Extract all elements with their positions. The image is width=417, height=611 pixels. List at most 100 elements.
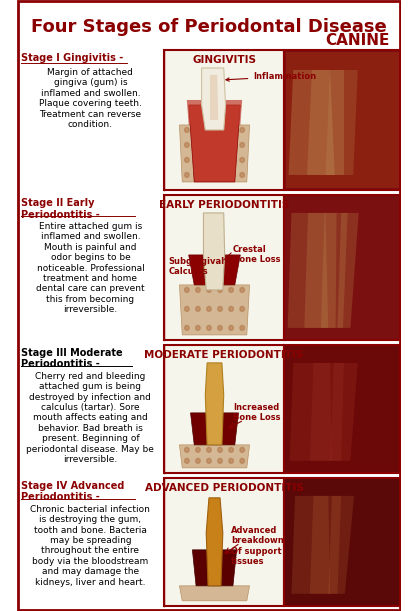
Circle shape <box>240 306 244 312</box>
Circle shape <box>207 287 211 293</box>
Circle shape <box>218 287 222 293</box>
Circle shape <box>207 458 211 463</box>
Text: Stage IV Advanced
Periodontitis -: Stage IV Advanced Periodontitis - <box>21 481 125 502</box>
Text: Margin of attached
gingiva (gum) is
inflamed and swollen.
Plaque covering teeth.: Margin of attached gingiva (gum) is infl… <box>39 68 142 129</box>
Polygon shape <box>203 250 213 273</box>
Circle shape <box>207 142 211 147</box>
Text: Entire attached gum is
inflamed and swollen.
Mouth is painful and
odor begins to: Entire attached gum is inflamed and swol… <box>36 222 145 314</box>
Polygon shape <box>304 213 337 328</box>
Circle shape <box>229 447 234 452</box>
Text: Increased
Bone Loss: Increased Bone Loss <box>233 403 281 422</box>
Bar <box>286 347 399 471</box>
Polygon shape <box>291 496 330 594</box>
Circle shape <box>240 158 244 163</box>
Bar <box>164 345 284 473</box>
Circle shape <box>229 158 234 163</box>
Bar <box>164 478 284 606</box>
Circle shape <box>218 326 222 331</box>
Bar <box>286 197 399 338</box>
Polygon shape <box>310 496 341 594</box>
Polygon shape <box>203 213 225 290</box>
Bar <box>284 345 401 473</box>
Circle shape <box>229 142 234 147</box>
Circle shape <box>185 287 189 293</box>
Text: Stage I Gingivitis -: Stage I Gingivitis - <box>21 53 123 63</box>
Circle shape <box>229 172 234 177</box>
Circle shape <box>196 128 200 133</box>
Text: MODERATE PERIODONTITIS: MODERATE PERIODONTITIS <box>144 350 304 360</box>
Polygon shape <box>179 445 249 468</box>
Polygon shape <box>191 413 239 445</box>
Circle shape <box>196 447 200 452</box>
Polygon shape <box>337 213 359 328</box>
Circle shape <box>218 306 222 312</box>
Circle shape <box>185 458 189 463</box>
Text: Stage III Moderate
Periodontitis -: Stage III Moderate Periodontitis - <box>21 348 123 370</box>
Circle shape <box>240 447 244 452</box>
Circle shape <box>240 172 244 177</box>
Polygon shape <box>206 498 223 586</box>
Polygon shape <box>179 586 249 601</box>
Circle shape <box>240 128 244 133</box>
Text: Advanced
breakdown
Of support
tissues: Advanced breakdown Of support tissues <box>231 526 284 566</box>
Circle shape <box>218 458 222 463</box>
Polygon shape <box>189 105 240 182</box>
Circle shape <box>196 458 200 463</box>
Polygon shape <box>307 70 344 175</box>
Circle shape <box>196 326 200 331</box>
Circle shape <box>207 128 211 133</box>
Text: Stage II Early
Periodontitis -: Stage II Early Periodontitis - <box>21 198 100 219</box>
Circle shape <box>185 306 189 312</box>
Text: Four Stages of Periodontal Disease: Four Stages of Periodontal Disease <box>30 18 386 36</box>
Polygon shape <box>310 363 344 461</box>
Bar <box>164 50 284 190</box>
Circle shape <box>207 158 211 163</box>
Polygon shape <box>192 550 236 586</box>
Circle shape <box>196 142 200 147</box>
Text: EARLY PERIODONTITIS: EARLY PERIODONTITIS <box>159 200 289 210</box>
Text: Cherry red and bleeding
attached gum is being
destroyed by infection and
calculu: Cherry red and bleeding attached gum is … <box>27 372 154 464</box>
Polygon shape <box>187 100 242 125</box>
Bar <box>164 195 284 340</box>
Polygon shape <box>326 70 358 175</box>
Circle shape <box>207 447 211 452</box>
Circle shape <box>196 158 200 163</box>
Circle shape <box>185 128 189 133</box>
Circle shape <box>185 172 189 177</box>
Text: Subgingival
Calculus: Subgingival Calculus <box>168 257 224 276</box>
Text: ADVANCED PERIODONTITIS: ADVANCED PERIODONTITIS <box>145 483 304 493</box>
Bar <box>284 195 401 340</box>
Circle shape <box>229 326 234 331</box>
Polygon shape <box>179 125 249 182</box>
Circle shape <box>240 326 244 331</box>
Circle shape <box>185 142 189 147</box>
Polygon shape <box>210 75 218 120</box>
Circle shape <box>196 287 200 293</box>
Circle shape <box>240 458 244 463</box>
Bar <box>286 480 399 604</box>
Circle shape <box>218 128 222 133</box>
Circle shape <box>229 287 234 293</box>
Circle shape <box>207 306 211 312</box>
Circle shape <box>229 306 234 312</box>
Polygon shape <box>288 213 328 328</box>
Circle shape <box>185 326 189 331</box>
Circle shape <box>207 326 211 331</box>
Text: Inflammation: Inflammation <box>226 72 317 81</box>
Polygon shape <box>201 68 226 130</box>
Bar <box>286 52 399 188</box>
Circle shape <box>218 142 222 147</box>
Circle shape <box>218 158 222 163</box>
Text: Crestal
Bone Loss: Crestal Bone Loss <box>233 245 281 265</box>
Circle shape <box>229 458 234 463</box>
Text: CANINE: CANINE <box>326 33 390 48</box>
Text: Chronic bacterial infection
is destroying the gum,
tooth and bone. Bacteria
may : Chronic bacterial infection is destroyin… <box>30 505 151 587</box>
Circle shape <box>240 142 244 147</box>
Polygon shape <box>330 363 358 461</box>
Polygon shape <box>179 285 249 335</box>
Bar <box>284 50 401 190</box>
Circle shape <box>185 158 189 163</box>
Circle shape <box>240 287 244 293</box>
Circle shape <box>229 128 234 133</box>
Circle shape <box>196 306 200 312</box>
